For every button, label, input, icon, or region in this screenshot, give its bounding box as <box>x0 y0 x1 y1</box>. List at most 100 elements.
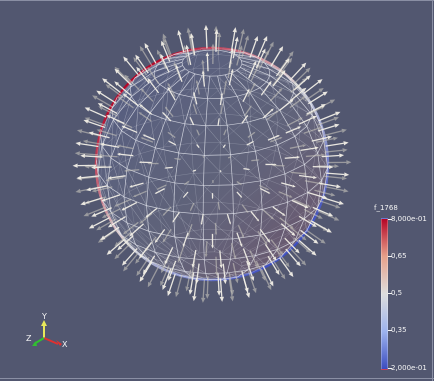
mesh-edge <box>232 184 234 214</box>
mesh-edge <box>123 168 128 197</box>
glyph-arrow-shaft <box>293 70 308 85</box>
mesh-edge <box>110 119 114 159</box>
glyph-arrow-shaft <box>84 155 103 158</box>
glyph-arrow-head <box>101 198 106 202</box>
glyph-arrow-head <box>288 271 294 278</box>
glyph-arrow-shaft <box>146 47 157 64</box>
glyph-arrow-head <box>154 191 158 194</box>
tick-mark-2 <box>388 293 392 294</box>
mesh-edge <box>217 74 226 77</box>
glyph-arrow-shaft <box>298 239 314 253</box>
mesh-edge <box>207 98 228 126</box>
mesh-edge <box>259 264 266 269</box>
color-legend[interactable]: f_1768 8,000e-01 0,65 0,5 0,35 2,000e-01 <box>364 204 430 374</box>
mesh-edge <box>178 152 204 186</box>
mesh-edge <box>204 258 231 261</box>
glyph-arrow-shaft <box>178 34 185 53</box>
glyph-arrow-head <box>218 117 220 120</box>
mesh-edge <box>117 86 130 98</box>
mesh-edge <box>146 177 150 206</box>
mesh-edge <box>232 234 261 240</box>
tick-label-035: 0,35 <box>391 326 407 334</box>
glyph-arrow-head <box>182 196 185 198</box>
glyph-arrow-head <box>216 290 222 296</box>
glyph-arrow-shaft <box>176 67 183 82</box>
mesh-edge <box>163 72 169 94</box>
mesh-edge <box>196 202 219 203</box>
sphere-rim-segment <box>293 237 302 247</box>
glyph-arrow-shaft <box>100 92 117 104</box>
glyph-arrow-head <box>97 103 103 108</box>
glyph-arrow-shaft <box>324 149 343 153</box>
glyph-arrow-shaft <box>248 64 256 79</box>
glyph-arrow-shaft <box>125 221 139 233</box>
glyph-arrow-shaft <box>249 40 257 58</box>
glyph-arrow-shaft <box>95 207 112 216</box>
glyph-arrow-head <box>282 212 286 216</box>
mesh-edge <box>138 153 147 184</box>
mesh-edge <box>179 94 193 98</box>
mesh-edge <box>204 155 233 186</box>
glyph-arrow-head <box>114 66 120 72</box>
glyph-arrow-head <box>183 183 186 185</box>
mesh-edge <box>250 116 278 123</box>
mesh-edge <box>113 224 132 245</box>
mesh-edge <box>178 257 205 261</box>
mesh-edge <box>268 159 298 181</box>
mesh-edge <box>288 159 298 188</box>
mesh-edge <box>164 235 175 241</box>
glyph-arrow-head <box>254 263 258 269</box>
glyph-arrow-head <box>217 32 222 38</box>
glyph-arrow-shaft <box>311 136 328 142</box>
sphere-rim-segment <box>144 62 155 71</box>
mesh-edge <box>231 72 251 93</box>
glyph-arrow-shaft <box>262 265 272 283</box>
glyph-arrow-head <box>240 183 243 186</box>
glyph-arrow-head <box>76 129 83 134</box>
glyph-arrow-head <box>287 57 293 63</box>
glyph-arrow-shaft <box>175 157 181 161</box>
glyph-arrow-head <box>252 287 257 294</box>
mesh-edge <box>121 96 132 131</box>
glyph-arrow-shaft <box>192 169 197 172</box>
mesh-edge <box>148 176 175 184</box>
glyph-arrow-head <box>156 187 159 190</box>
glyph-arrow-shaft <box>250 211 258 220</box>
glyph-arrow-shaft <box>262 45 272 63</box>
mesh-edge <box>220 142 250 146</box>
glyph-arrow-shaft <box>117 71 132 86</box>
glyph-arrow-head <box>162 239 166 243</box>
glyph-arrow-shaft <box>222 144 226 149</box>
mesh-edge <box>218 174 246 203</box>
mesh-edge <box>204 259 228 274</box>
mesh-edge <box>218 54 240 57</box>
mesh-edge <box>262 201 288 210</box>
glyph-arrow-head <box>220 92 223 96</box>
mesh-edge <box>231 273 250 276</box>
glyph-arrow-shaft <box>325 142 344 147</box>
mesh-edge <box>192 277 208 280</box>
glyph-arrow-head <box>139 45 145 52</box>
glyph-arrow-shaft <box>88 108 107 118</box>
glyph-arrow-shaft <box>163 206 172 215</box>
glyph-arrow-shaft <box>289 247 304 263</box>
mesh-edge <box>119 163 130 192</box>
glyph-arrow-head <box>268 80 272 85</box>
glyph-arrow-head <box>80 201 86 206</box>
mesh-edge <box>159 68 186 85</box>
glyph-arrow-shaft <box>142 137 154 143</box>
glyph-arrow-head <box>164 260 168 265</box>
glyph-arrow-head <box>117 96 122 101</box>
mesh-edge <box>268 179 289 188</box>
mesh-edge <box>240 63 243 68</box>
glyph-arrow-head <box>339 153 345 158</box>
mesh-edge <box>101 199 114 225</box>
glyph-arrow-shaft <box>303 127 320 134</box>
mesh-edge <box>219 172 246 176</box>
glyph-arrow-shaft <box>120 235 134 248</box>
glyph-arrow-head <box>190 209 192 212</box>
mesh-edge <box>296 131 301 160</box>
glyph-arrow-shaft <box>108 86 124 99</box>
